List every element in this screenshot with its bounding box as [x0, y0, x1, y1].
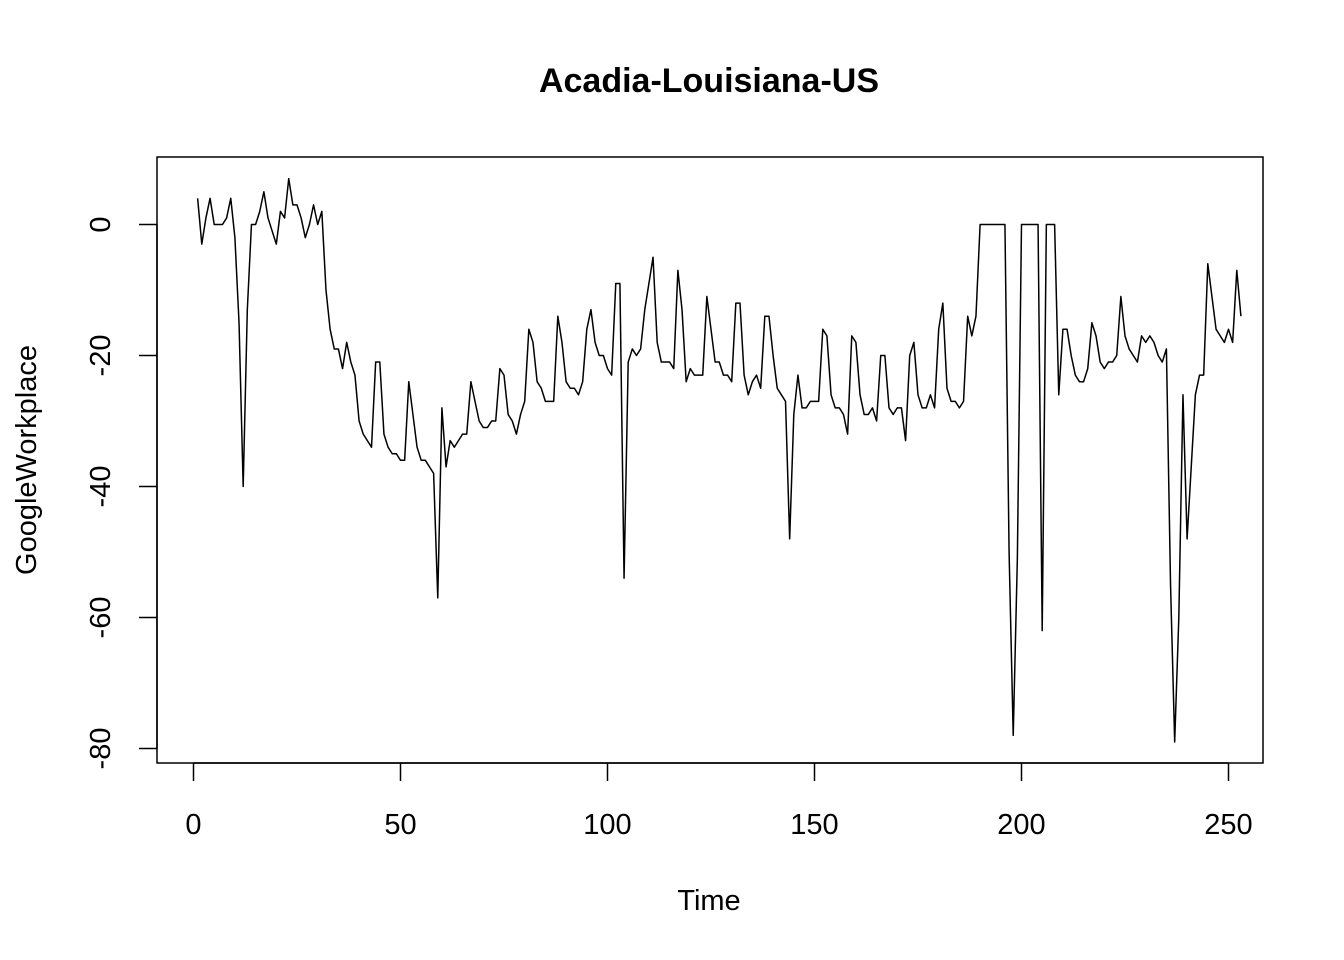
y-tick-label: 0 [85, 216, 117, 232]
y-tick-label: -40 [85, 466, 117, 508]
y-tick-label: -20 [85, 335, 117, 377]
x-tick-label: 150 [790, 809, 838, 841]
x-axis-label: Time [677, 885, 740, 917]
chart-title: Acadia-Louisiana-US [539, 62, 879, 100]
x-tick-label: 100 [583, 809, 631, 841]
x-tick-label: 200 [997, 809, 1045, 841]
x-axis: 0 50 100 150 200 250 [185, 762, 1253, 841]
x-tick-label: 0 [185, 809, 201, 841]
y-axis: 0 -20 -40 -60 -80 [85, 216, 158, 770]
y-tick-label: -60 [85, 597, 117, 639]
series-line [196, 177, 1242, 743]
x-tick-label: 250 [1204, 809, 1252, 841]
x-tick-label: 50 [384, 809, 416, 841]
plot-frame [156, 156, 1264, 764]
y-axis-label: GoogleWorkplace [11, 345, 43, 575]
y-tick-label: -80 [85, 728, 117, 770]
